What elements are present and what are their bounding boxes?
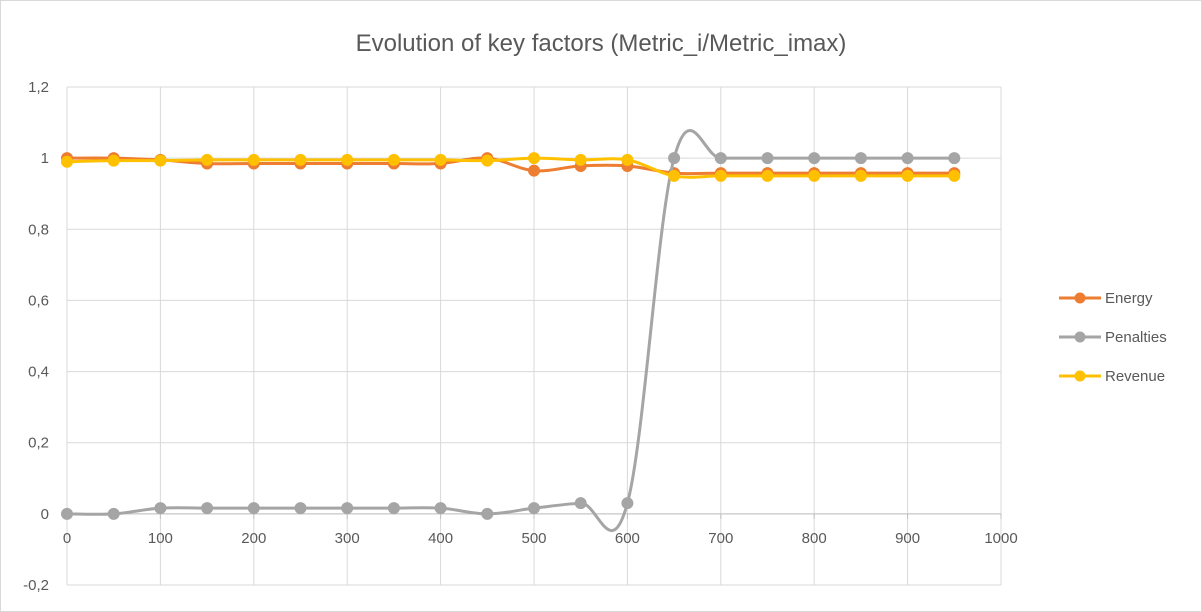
- data-point-penalties: [61, 507, 73, 520]
- data-point-penalties: [201, 502, 214, 515]
- legend-item-revenue: Revenue: [1059, 368, 1165, 385]
- legend-swatch-marker: [1074, 331, 1086, 343]
- data-point-energy: [528, 164, 540, 177]
- data-point-penalties: [434, 502, 447, 515]
- series-penalties: [61, 129, 961, 532]
- data-point-penalties: [528, 502, 540, 515]
- series-group: [61, 129, 961, 532]
- y-tick-label: -0,2: [23, 577, 49, 594]
- data-point-revenue: [854, 169, 867, 182]
- data-point-revenue: [668, 169, 681, 182]
- data-point-penalties: [387, 502, 400, 515]
- data-point-revenue: [948, 169, 961, 182]
- data-point-revenue: [107, 154, 120, 167]
- data-point-revenue: [621, 153, 634, 166]
- chart-title: Evolution of key factors (Metric_i/Metri…: [356, 30, 847, 57]
- axes: -0,2 0 0,2 0,4 0,6 0,8 1 1,2 0 100 200 300 400 500 600…: [23, 79, 1018, 594]
- data-point-revenue: [154, 154, 167, 167]
- legend: Energy Penalties Revenue: [1059, 290, 1167, 385]
- data-point-revenue: [61, 155, 73, 168]
- legend-item-energy: Energy: [1059, 290, 1153, 307]
- x-tick-label: 200: [241, 530, 266, 547]
- data-point-revenue: [341, 153, 354, 166]
- data-point-penalties: [294, 502, 307, 515]
- series-line-penalties: [66, 129, 955, 532]
- data-point-penalties: [247, 502, 260, 515]
- data-point-penalties: [948, 152, 961, 165]
- data-point-revenue: [714, 169, 727, 182]
- data-point-penalties: [621, 497, 634, 510]
- y-tick-label: 0,2: [28, 435, 49, 452]
- y-tick-label: 1,2: [28, 79, 49, 96]
- data-point-revenue: [901, 169, 914, 182]
- y-tick-label: 0,6: [28, 292, 49, 309]
- data-point-penalties: [808, 152, 821, 165]
- data-point-revenue: [201, 153, 214, 166]
- x-tick-label: 800: [802, 530, 827, 547]
- data-point-revenue: [528, 152, 540, 165]
- data-point-penalties: [154, 502, 167, 515]
- legend-item-penalties: Penalties: [1059, 329, 1167, 346]
- gridlines: [66, 86, 1002, 586]
- x-tick-label: 1000: [984, 530, 1017, 547]
- legend-swatch-marker: [1074, 292, 1086, 304]
- data-point-penalties: [481, 507, 494, 520]
- data-point-penalties: [714, 152, 727, 165]
- data-point-penalties: [341, 502, 354, 515]
- legend-swatch-marker: [1074, 370, 1086, 382]
- y-tick-label: 0,4: [28, 364, 49, 381]
- y-tick-label: 1: [41, 150, 49, 167]
- legend-label: Revenue: [1105, 368, 1165, 385]
- x-tick-label: 900: [895, 530, 920, 547]
- data-point-revenue: [387, 153, 400, 166]
- data-point-revenue: [574, 153, 587, 166]
- y-tick-label: 0,8: [28, 221, 49, 238]
- legend-label: Penalties: [1105, 329, 1167, 346]
- data-point-penalties: [761, 152, 774, 165]
- series-revenue: [61, 152, 961, 182]
- x-tick-label: 600: [615, 530, 640, 547]
- data-point-penalties: [854, 152, 867, 165]
- y-tick-label: 0: [41, 506, 49, 523]
- data-point-revenue: [808, 169, 821, 182]
- x-tick-label: 0: [63, 530, 71, 547]
- x-tick-label: 100: [148, 530, 173, 547]
- data-point-penalties: [107, 507, 120, 520]
- x-tick-label: 300: [335, 530, 360, 547]
- data-point-revenue: [481, 154, 494, 167]
- data-point-revenue: [247, 153, 260, 166]
- x-tick-label: 500: [521, 530, 546, 547]
- data-point-revenue: [761, 169, 774, 182]
- legend-label: Energy: [1105, 290, 1153, 307]
- x-tick-label: 400: [428, 530, 453, 547]
- data-point-penalties: [574, 497, 587, 510]
- data-point-penalties: [668, 152, 681, 165]
- data-point-revenue: [294, 153, 307, 166]
- x-tick-label: 700: [708, 530, 733, 547]
- data-point-revenue: [434, 153, 447, 166]
- data-point-penalties: [901, 152, 914, 165]
